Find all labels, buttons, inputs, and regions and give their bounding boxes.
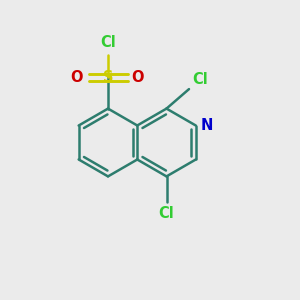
Text: O: O (70, 70, 83, 85)
Text: S: S (103, 70, 113, 85)
Text: Cl: Cl (159, 206, 174, 220)
Text: N: N (200, 118, 213, 133)
Text: Cl: Cl (100, 35, 116, 50)
Text: O: O (131, 70, 144, 85)
Text: Cl: Cl (192, 72, 208, 87)
